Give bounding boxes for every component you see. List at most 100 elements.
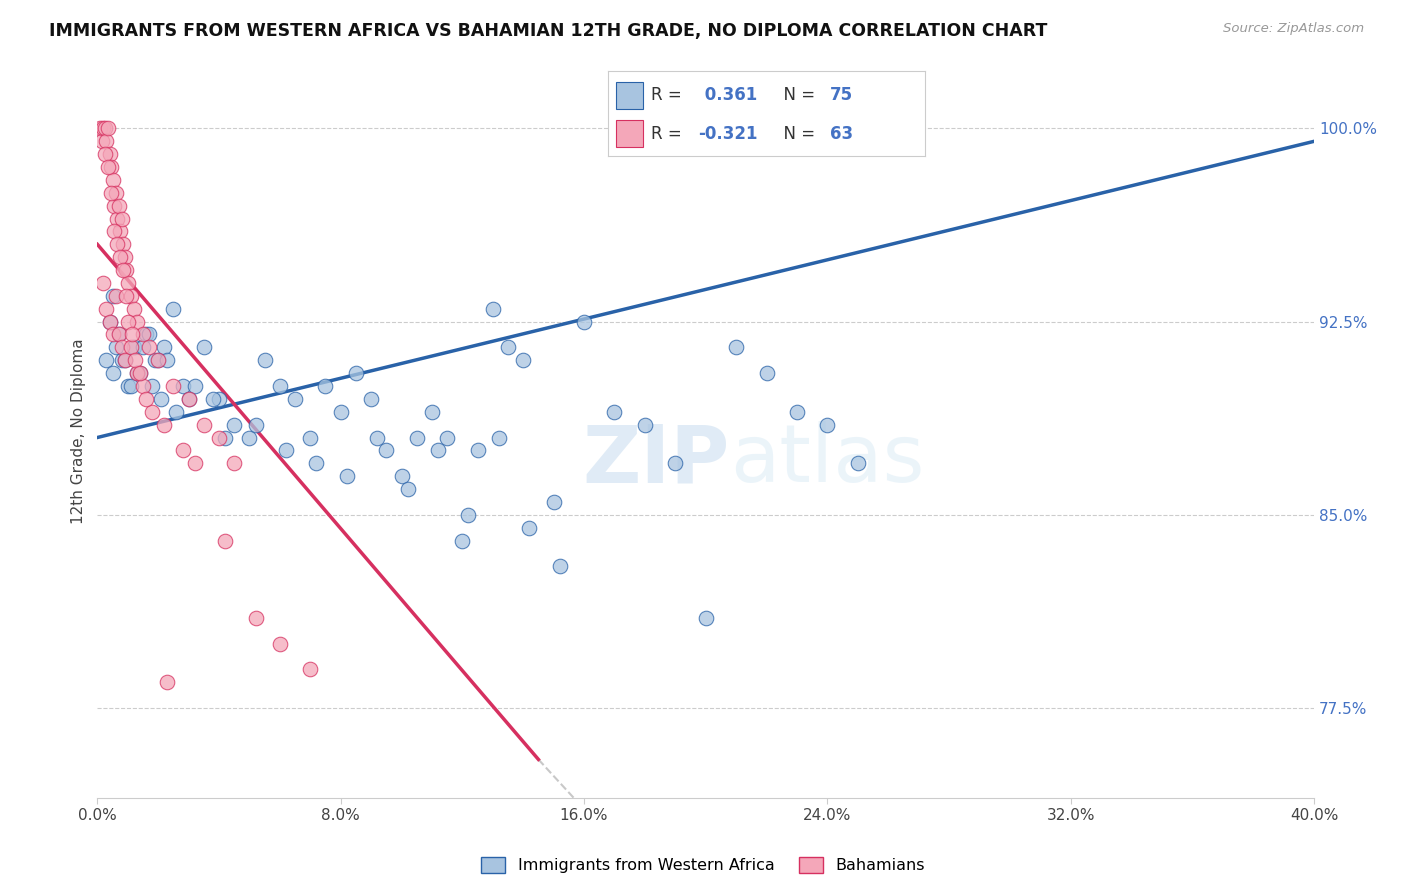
- Point: [165, 405, 187, 419]
- Point: [314, 379, 336, 393]
- Point: [114, 353, 136, 368]
- Point: [111, 353, 134, 368]
- Point: [100, 186, 122, 200]
- Point: [391, 469, 413, 483]
- Point: [138, 340, 160, 354]
- Point: [107, 199, 129, 213]
- Point: [129, 366, 152, 380]
- Point: [396, 482, 419, 496]
- Point: [548, 559, 571, 574]
- Point: [94, 121, 117, 136]
- Point: [208, 392, 231, 406]
- Point: [375, 443, 398, 458]
- Point: [360, 392, 382, 406]
- Point: [481, 301, 503, 316]
- Point: [120, 340, 142, 354]
- Point: [98, 147, 121, 161]
- Point: [253, 353, 276, 368]
- Text: ZIP: ZIP: [583, 421, 730, 500]
- Point: [162, 301, 184, 316]
- Point: [274, 443, 297, 458]
- Point: [695, 611, 717, 625]
- Point: [238, 430, 260, 444]
- Point: [141, 405, 163, 419]
- Point: [124, 353, 146, 368]
- Point: [245, 417, 267, 432]
- Point: [98, 315, 121, 329]
- Point: [488, 430, 510, 444]
- Point: [496, 340, 519, 354]
- Point: [177, 392, 200, 406]
- Point: [725, 340, 748, 354]
- Point: [114, 250, 136, 264]
- Point: [111, 211, 134, 226]
- Text: IMMIGRANTS FROM WESTERN AFRICA VS BAHAMIAN 12TH GRADE, NO DIPLOMA CORRELATION CH: IMMIGRANTS FROM WESTERN AFRICA VS BAHAMI…: [49, 22, 1047, 40]
- Point: [148, 353, 170, 368]
- Point: [786, 405, 808, 419]
- Point: [104, 289, 127, 303]
- Point: [420, 405, 443, 419]
- Point: [107, 327, 129, 342]
- Point: [108, 224, 131, 238]
- Point: [156, 675, 179, 690]
- Point: [214, 533, 236, 548]
- Point: [143, 353, 166, 368]
- Point: [183, 379, 205, 393]
- Point: [112, 237, 135, 252]
- Point: [112, 263, 135, 277]
- Point: [224, 417, 246, 432]
- Point: [664, 456, 686, 470]
- Point: [97, 121, 120, 136]
- Y-axis label: 12th Grade, No Diploma: 12th Grade, No Diploma: [72, 338, 86, 524]
- Point: [269, 636, 291, 650]
- Point: [603, 405, 626, 419]
- Point: [117, 276, 139, 290]
- Point: [201, 392, 224, 406]
- Point: [101, 173, 124, 187]
- Point: [366, 430, 388, 444]
- Point: [177, 392, 200, 406]
- Point: [224, 456, 246, 470]
- Point: [94, 147, 117, 161]
- Point: [344, 366, 367, 380]
- Point: [141, 379, 163, 393]
- Point: [120, 379, 142, 393]
- Point: [451, 533, 474, 548]
- Point: [111, 340, 134, 354]
- Point: [153, 417, 176, 432]
- Point: [135, 392, 157, 406]
- Point: [105, 211, 128, 226]
- Point: [299, 662, 322, 676]
- Point: [93, 121, 115, 136]
- Point: [129, 366, 152, 380]
- Point: [89, 121, 111, 136]
- Point: [153, 340, 176, 354]
- Point: [467, 443, 489, 458]
- Point: [103, 199, 125, 213]
- Point: [101, 327, 124, 342]
- Point: [329, 405, 352, 419]
- Point: [100, 160, 122, 174]
- Point: [121, 327, 143, 342]
- Point: [104, 340, 127, 354]
- Point: [634, 417, 657, 432]
- Point: [115, 289, 138, 303]
- Point: [132, 340, 155, 354]
- Point: [120, 289, 142, 303]
- Point: [148, 353, 170, 368]
- Point: [108, 250, 131, 264]
- Point: [97, 160, 120, 174]
- Point: [132, 327, 155, 342]
- Point: [98, 315, 121, 329]
- Point: [96, 134, 118, 148]
- Point: [90, 134, 112, 148]
- Point: [336, 469, 359, 483]
- Point: [299, 430, 322, 444]
- Legend: Immigrants from Western Africa, Bahamians: Immigrants from Western Africa, Bahamian…: [475, 850, 931, 880]
- Point: [101, 366, 124, 380]
- Text: Source: ZipAtlas.com: Source: ZipAtlas.com: [1223, 22, 1364, 36]
- Point: [101, 289, 124, 303]
- Point: [115, 263, 138, 277]
- Point: [755, 366, 778, 380]
- Point: [138, 327, 160, 342]
